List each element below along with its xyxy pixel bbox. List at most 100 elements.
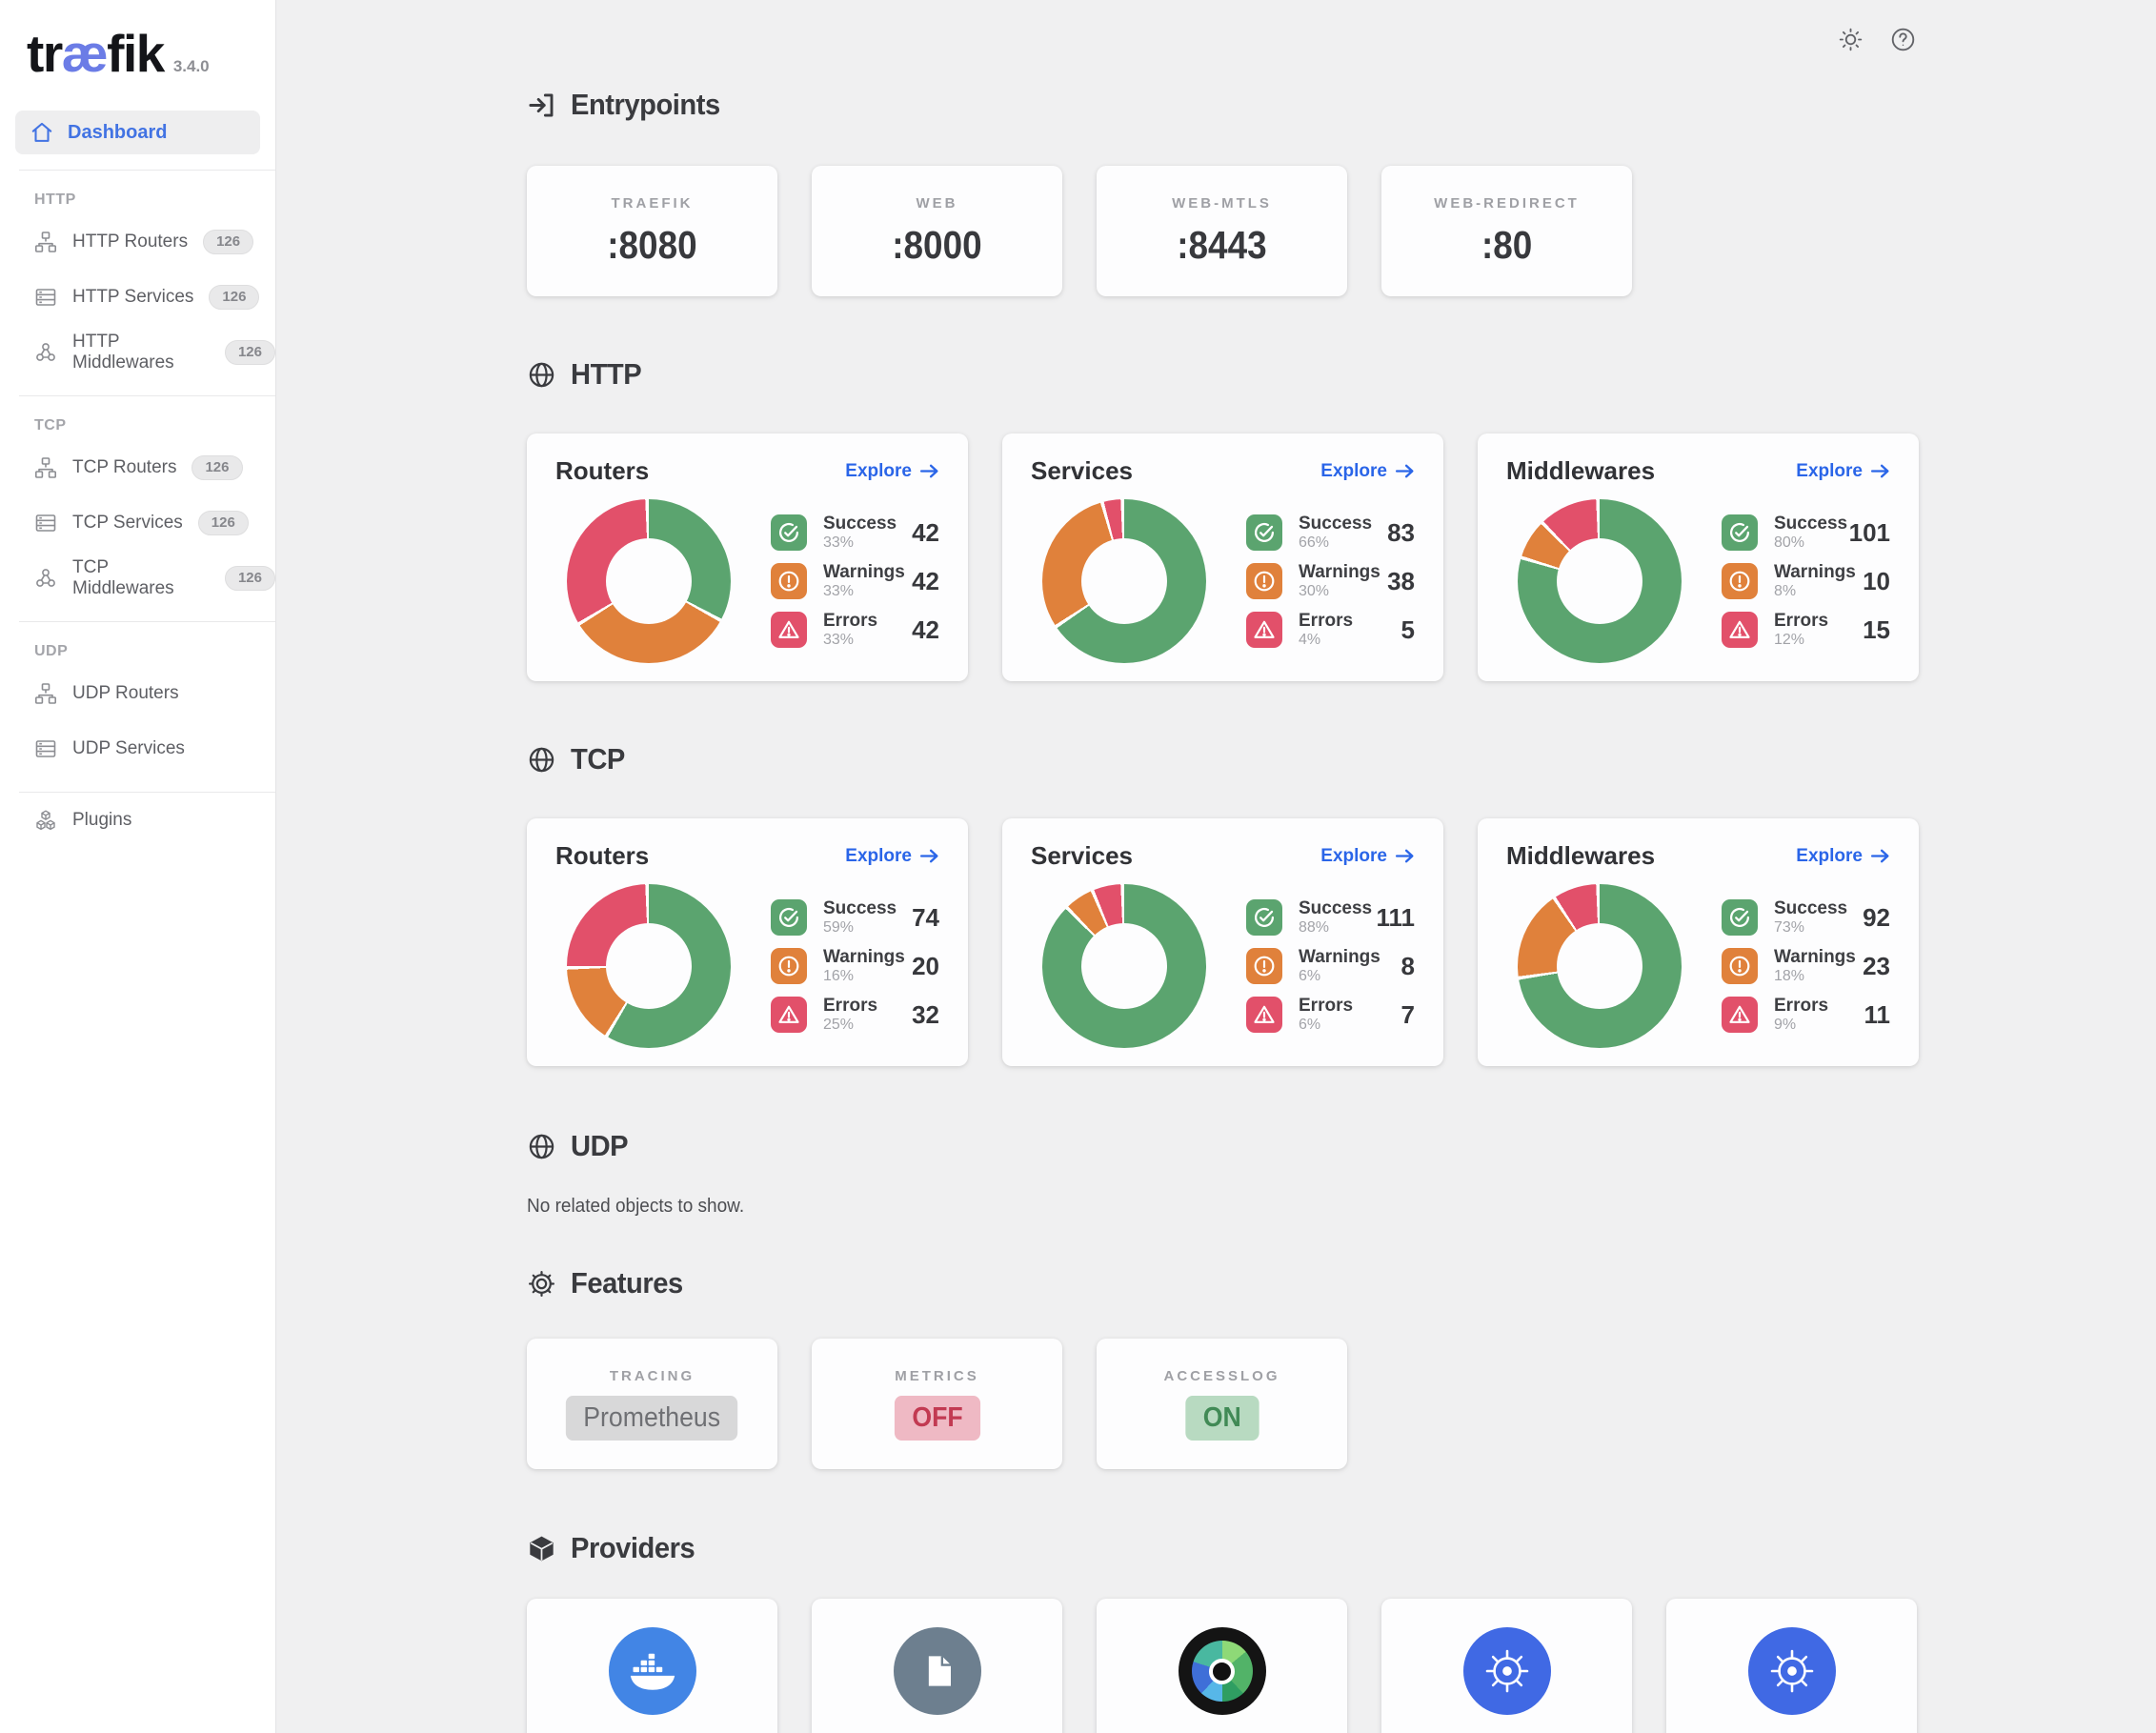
- status-donut-chart: [567, 499, 731, 663]
- warning-count: 8: [1400, 951, 1415, 980]
- error-icon: [1246, 612, 1282, 648]
- explore-link[interactable]: Explore: [1796, 846, 1890, 867]
- entrypoint-port: :8443: [1177, 222, 1267, 267]
- sidebar: træfik 3.4.0 Dashboard HTTP HTTP Routers…: [0, 0, 276, 1733]
- success-icon: [771, 514, 807, 551]
- sidebar-item-http-routers[interactable]: HTTP Routers 126: [0, 214, 275, 270]
- entrypoint-port: :8000: [892, 222, 982, 267]
- tcp-services-card: Services Explore Success 88% 111 Warning: [1002, 818, 1443, 1066]
- feature-value-badge: Prometheus: [566, 1395, 738, 1441]
- login-icon: [527, 91, 556, 120]
- status-legend: Success 59% 74 Warnings 16% 20 Errors 25% 3…: [771, 899, 939, 1033]
- tcp-routers-card: Routers Explore Success 59% 74 Warnings 1: [527, 818, 968, 1066]
- sidebar-item-udp-services[interactable]: UDP Services: [0, 721, 275, 776]
- explore-link[interactable]: Explore: [845, 461, 939, 482]
- sidebar-item-dashboard[interactable]: Dashboard: [15, 111, 260, 154]
- section-title: TCP: [571, 742, 625, 776]
- http-middlewares-card: Middlewares Explore Success 80% 101 Warn: [1478, 433, 1919, 681]
- services-icon: [34, 286, 57, 309]
- feature-label: METRICS: [895, 1367, 979, 1384]
- legend-row-success: Success 88% 111: [1246, 899, 1415, 936]
- sidebar-item-label: UDP Routers: [72, 683, 179, 703]
- arrow-right-icon: [1395, 848, 1415, 864]
- section-title: Providers: [571, 1531, 695, 1564]
- status-legend: Success 88% 111 Warnings 6% 8 Errors 6% 7: [1246, 899, 1415, 1033]
- explore-link[interactable]: Explore: [845, 846, 939, 867]
- sidebar-item-label: Plugins: [72, 810, 132, 830]
- warning-count: 20: [912, 951, 939, 980]
- warning-count: 23: [1863, 951, 1890, 980]
- explore-link[interactable]: Explore: [1320, 846, 1415, 867]
- help-icon[interactable]: [1890, 27, 1916, 52]
- error-icon: [771, 612, 807, 648]
- provider-card-kubernetesingress: KubernetesIngress: [1381, 1599, 1632, 1733]
- sidebar-item-plugins[interactable]: Plugins: [0, 793, 275, 848]
- error-count: 32: [912, 999, 939, 1029]
- feature-label: ACCESSLOG: [1163, 1367, 1280, 1384]
- logo-text: træfik: [27, 24, 165, 83]
- explore-link[interactable]: Explore: [1320, 461, 1415, 482]
- card-title: Services: [1031, 841, 1133, 870]
- error-count: 5: [1400, 615, 1415, 644]
- sidebar-item-tcp-services[interactable]: TCP Services 126: [0, 495, 275, 551]
- sidebar-item-label: TCP Services: [72, 513, 183, 533]
- error-icon: [771, 997, 807, 1033]
- sidebar-item-udp-routers[interactable]: UDP Routers: [0, 666, 275, 721]
- feature-card-tracing: TRACING Prometheus: [527, 1339, 777, 1469]
- provider-card-kubernetescrd: KubernetesCRD: [1666, 1599, 1917, 1733]
- status-donut-chart: [1518, 499, 1682, 663]
- tcp-section-header: TCP: [527, 742, 2156, 776]
- entrypoint-card-web: WEB :8000: [812, 166, 1062, 296]
- count-badge: 126: [203, 230, 254, 254]
- card-title: Middlewares: [1506, 456, 1656, 485]
- status-legend: Success 73% 92 Warnings 18% 23 Errors 9% 11: [1722, 899, 1890, 1033]
- feature-value-badge: OFF: [894, 1395, 980, 1441]
- explore-link[interactable]: Explore: [1796, 461, 1890, 482]
- logo-ae: æ: [61, 24, 109, 83]
- feature-card-accesslog: ACCESSLOG ON: [1097, 1339, 1347, 1469]
- section-title: Entrypoints: [571, 88, 720, 121]
- provider-card-file: File: [812, 1599, 1062, 1733]
- warning-icon: [771, 563, 807, 599]
- count-badge: 126: [224, 566, 275, 591]
- section-title: Features: [571, 1266, 683, 1300]
- warning-count: 38: [1387, 566, 1415, 595]
- error-count: 7: [1400, 999, 1415, 1029]
- success-count: 92: [1863, 902, 1890, 932]
- sidebar-item-label: UDP Services: [72, 738, 185, 758]
- legend-row-errors: Errors 6% 7: [1246, 997, 1415, 1033]
- count-badge: 126: [209, 285, 260, 310]
- arrow-right-icon: [919, 463, 939, 479]
- traefik-logo: træfik 3.4.0: [27, 23, 275, 84]
- entrypoints-row: TRAEFIK :8080 WEB :8000 WEB-MTLS :8443 W…: [527, 166, 2156, 296]
- warning-count: 42: [912, 566, 939, 595]
- error-icon: [1722, 997, 1758, 1033]
- divider: [19, 170, 275, 171]
- status-legend: Success 66% 83 Warnings 30% 38 Errors 4% 5: [1246, 514, 1415, 648]
- globe-icon: [527, 360, 556, 390]
- sidebar-item-label: TCP Middlewares: [72, 557, 174, 598]
- sidebar-item-tcp-middlewares[interactable]: TCP Middlewares 126: [0, 551, 275, 606]
- success-count: 83: [1387, 517, 1415, 547]
- arrow-right-icon: [1395, 463, 1415, 479]
- legend-row-errors: Errors 33% 42: [771, 612, 939, 648]
- feature-value-badge: ON: [1185, 1395, 1259, 1441]
- divider: [19, 621, 275, 622]
- status-legend: Success 80% 101 Warnings 8% 10 Errors 12% 1…: [1722, 514, 1890, 648]
- sidebar-item-label: HTTP Middlewares: [72, 332, 174, 373]
- count-badge: 126: [224, 340, 275, 365]
- sidebar-item-http-services[interactable]: HTTP Services 126: [0, 270, 275, 325]
- legend-row-errors: Errors 4% 5: [1246, 612, 1415, 648]
- sidebar-item-http-middlewares[interactable]: HTTP Middlewares 126: [0, 325, 275, 380]
- legend-row-warnings: Warnings 30% 38: [1246, 563, 1415, 599]
- legend-row-errors: Errors 25% 32: [771, 997, 939, 1033]
- theme-toggle-icon[interactable]: [1838, 27, 1864, 52]
- status-donut-chart: [1042, 884, 1206, 1048]
- divider: [19, 395, 275, 396]
- routers-icon: [34, 682, 57, 705]
- status-donut-chart: [1042, 499, 1206, 663]
- warning-icon: [1246, 948, 1282, 984]
- sidebar-item-tcp-routers[interactable]: TCP Routers 126: [0, 440, 275, 495]
- version-label: 3.4.0: [172, 57, 210, 75]
